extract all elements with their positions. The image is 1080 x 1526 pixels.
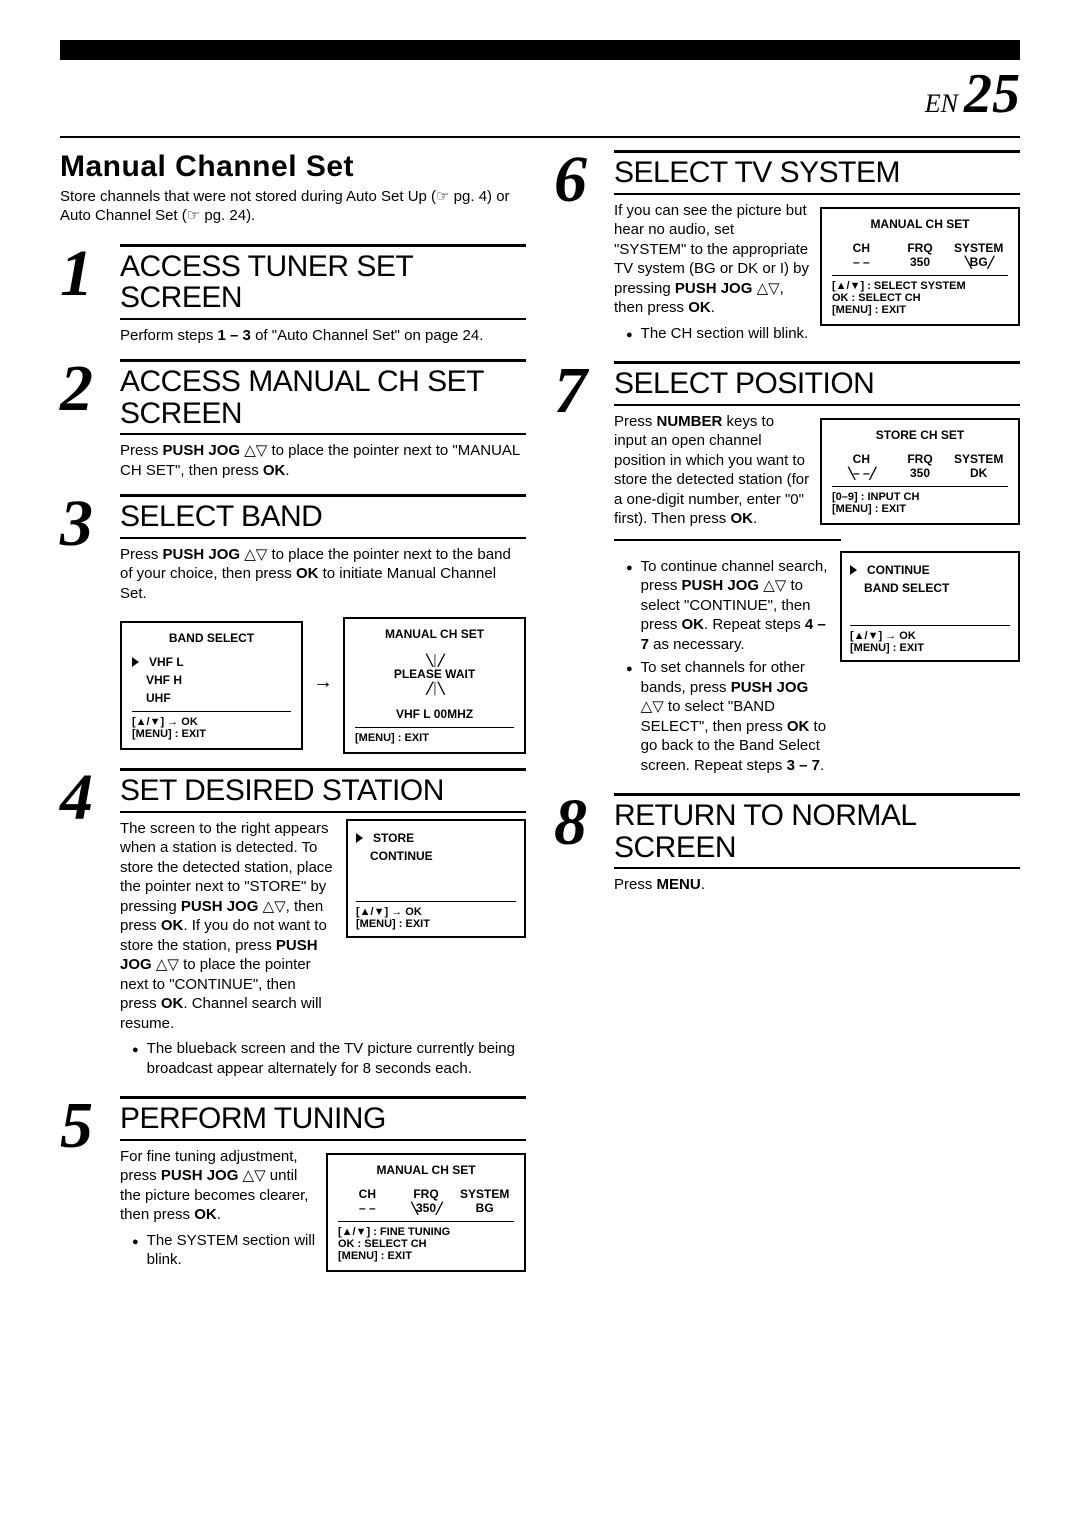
step-7: 7 SELECT POSITION Press NUMBER keys to i… — [554, 361, 1020, 779]
step-number: 8 — [554, 793, 614, 852]
step-heading: SELECT BAND — [120, 494, 526, 539]
step-6: 6 SELECT TV SYSTEM If you can see the pi… — [554, 150, 1020, 347]
step-1: 1 ACCESS TUNER SET SCREEN Perform steps … — [60, 244, 526, 346]
bullet: To continue channel search, press PUSH J… — [614, 557, 830, 655]
step-5: 5 PERFORM TUNING For fine tuning adjustm… — [60, 1096, 526, 1274]
left-column: Manual Channel Set Store channels that w… — [60, 150, 526, 1288]
step-4: 4 SET DESIRED STATION The screen to the … — [60, 768, 526, 1082]
step-heading: ACCESS MANUAL CH SET SCREEN — [120, 359, 526, 435]
step-number: 4 — [60, 768, 120, 827]
top-bar — [60, 40, 1020, 60]
osd-manual-wait: MANUAL CH SET ╲ │ ╱PLEASE WAIT╱ │ ╲ VHF … — [343, 617, 526, 754]
osd-tv-system: MANUAL CH SET CH FRQ SYSTEM – – 350 ╲BG╱ — [820, 207, 1020, 326]
step-number: 2 — [60, 359, 120, 418]
bullet: The SYSTEM section will blink. — [120, 1231, 316, 1270]
step-number: 3 — [60, 494, 120, 553]
step-body: The screen to the right appears when a s… — [120, 819, 336, 1034]
step-8: 8 RETURN TO NORMAL SCREEN Press MENU. — [554, 793, 1020, 895]
step-heading: SELECT TV SYSTEM — [614, 150, 1020, 195]
step-heading: SET DESIRED STATION — [120, 768, 526, 813]
step-heading: RETURN TO NORMAL SCREEN — [614, 793, 1020, 869]
page-number: 25 — [964, 62, 1020, 126]
bullet: The CH section will blink. — [614, 324, 810, 344]
bullet: To set channels for other bands, press P… — [614, 658, 830, 775]
step-body: Perform steps 1 – 3 of "Auto Channel Set… — [120, 326, 526, 346]
step-heading: PERFORM TUNING — [120, 1096, 526, 1141]
step-body: Press PUSH JOG △▽ to place the pointer n… — [120, 545, 526, 604]
step-body: If you can see the picture but hear no a… — [614, 201, 810, 318]
step-heading: SELECT POSITION — [614, 361, 1020, 406]
arrow-icon: → — [313, 671, 333, 694]
step-body: Press NUMBER keys to input an open chann… — [614, 412, 810, 529]
lang-label: EN — [925, 89, 958, 119]
step-number: 1 — [60, 244, 120, 303]
osd-store: STORE CONTINUE [▲/▼] → OK [MENU] : EXIT — [346, 819, 526, 938]
osd-store-ch: STORE CH SET CH FRQ SYSTEM ╲– –╱ 350 DK — [820, 418, 1020, 525]
step-number: 5 — [60, 1096, 120, 1155]
osd-band-select: BAND SELECT VHF L VHF H UHF [▲/▼] → OK [… — [120, 621, 303, 750]
step-body: Press MENU. — [614, 875, 1020, 895]
step-body: For fine tuning adjustment, press PUSH J… — [120, 1147, 316, 1225]
page-title: Manual Channel Set — [60, 150, 526, 184]
step-heading: ACCESS TUNER SET SCREEN — [120, 244, 526, 320]
step-body: Press PUSH JOG △▽ to place the pointer n… — [120, 441, 526, 480]
intro-text: Store channels that were not stored duri… — [60, 188, 526, 226]
osd-tuning: MANUAL CH SET CH FRQ SYSTEM – – ╲350╱ BG — [326, 1153, 526, 1272]
step-number: 6 — [554, 150, 614, 209]
step-3: 3 SELECT BAND Press PUSH JOG △▽ to place… — [60, 494, 526, 754]
header-divider — [60, 136, 1020, 138]
bullet: The blueback screen and the TV picture c… — [120, 1039, 526, 1078]
continue-divider — [614, 539, 841, 541]
right-column: 6 SELECT TV SYSTEM If you can see the pi… — [554, 150, 1020, 1288]
step-2: 2 ACCESS MANUAL CH SET SCREEN Press PUSH… — [60, 359, 526, 480]
osd-continue: CONTINUE BAND SELECT [▲/▼] → OK [MENU] :… — [840, 551, 1020, 662]
step-number: 7 — [554, 361, 614, 420]
page-number-row: EN 25 — [60, 62, 1020, 126]
